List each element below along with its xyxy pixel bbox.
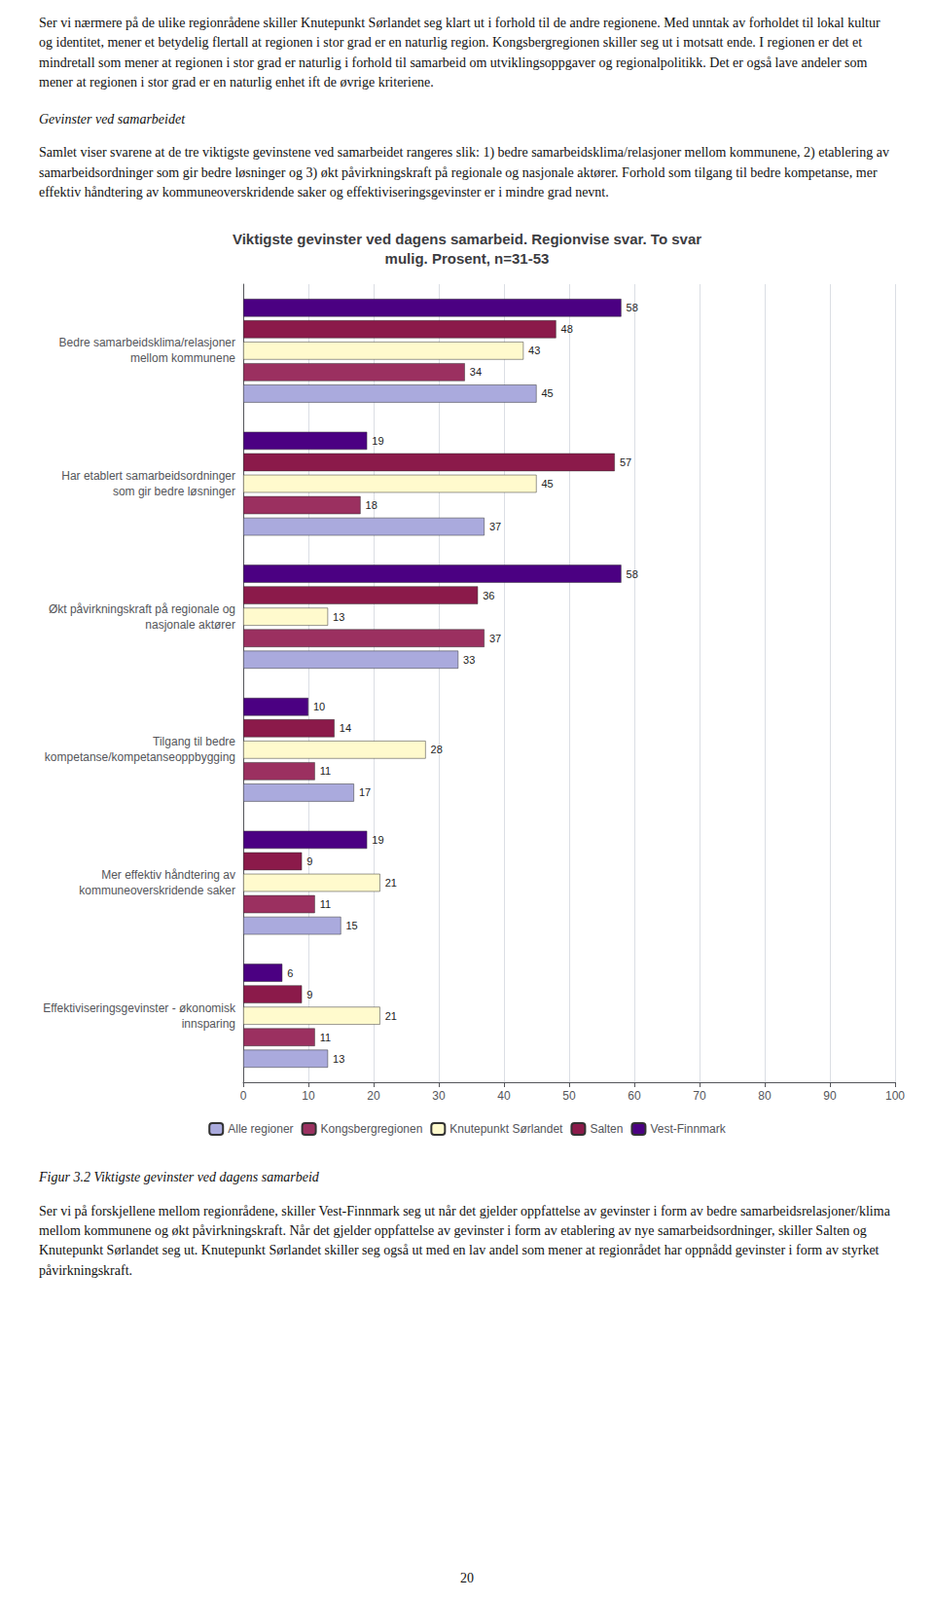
svg-text:11: 11 (320, 898, 331, 910)
svg-text:6: 6 (287, 967, 293, 979)
svg-text:60: 60 (627, 1088, 642, 1103)
svg-text:37: 37 (489, 520, 502, 533)
svg-text:70: 70 (692, 1088, 707, 1103)
html-text:Ser vi på forskjellene mellom: Ser vi på forskjellene mellom regionråde… (38, 1203, 891, 1278)
svg-text:Vest-Finnmark: Vest-Finnmark (649, 1121, 726, 1136)
html-text:Gevinster ved samarbeidet: Gevinster ved samarbeidet (38, 112, 185, 127)
svg-text:21: 21 (385, 876, 397, 889)
svg-text:mellom kommunene: mellom kommunene (130, 352, 236, 366)
svg-text:Mer effektiv håndtering av: Mer effektiv håndtering av (101, 867, 236, 882)
svg-text:18: 18 (365, 499, 378, 511)
svg-text:Tilgang til bedre: Tilgang til bedre (152, 735, 236, 750)
svg-text:15: 15 (346, 919, 359, 932)
svg-text:43: 43 (528, 345, 540, 358)
svg-text:Alle regioner: Alle regioner (227, 1121, 293, 1136)
svg-text:kompetanse/kompetanseoppbyggin: kompetanse/kompetanseoppbygging (44, 751, 236, 765)
svg-text:58: 58 (626, 568, 639, 580)
svg-text:48: 48 (561, 323, 574, 336)
svg-text:40: 40 (497, 1088, 511, 1103)
svg-text:10: 10 (313, 701, 325, 714)
svg-text:Bedre samarbeidsklima/relasjon: Bedre samarbeidsklima/relasjoner (59, 336, 236, 351)
svg-text:80: 80 (757, 1088, 772, 1103)
html-text:20: 20 (460, 1570, 474, 1585)
svg-text:20: 20 (366, 1088, 381, 1103)
svg-text:kommuneoverskridende saker: kommuneoverskridende saker (78, 883, 236, 898)
svg-text:9: 9 (306, 988, 313, 1001)
svg-text:Viktigste gevinster ved dagens: Viktigste gevinster ved dagens samarbeid… (232, 230, 702, 248)
svg-text:0: 0 (240, 1088, 248, 1103)
svg-text:Har etablert samarbeidsordning: Har etablert samarbeidsordninger (61, 468, 236, 483)
svg-text:11: 11 (320, 765, 331, 778)
svg-text:21: 21 (385, 1009, 397, 1022)
svg-text:34: 34 (469, 366, 482, 379)
html-text:Ser vi nærmere på de ulike reg: Ser vi nærmere på de ulike regionrådene … (38, 15, 881, 90)
svg-text:45: 45 (541, 477, 554, 490)
svg-text:10: 10 (301, 1088, 316, 1103)
svg-text:Kongsbergregionen: Kongsbergregionen (321, 1121, 424, 1136)
svg-text:100: 100 (885, 1088, 905, 1103)
svg-text:14: 14 (339, 722, 352, 735)
svg-text:17: 17 (359, 787, 371, 799)
html-text:Samlet viser svarene at de tre: Samlet viser svarene at de tre viktigste… (38, 145, 890, 200)
svg-text:13: 13 (332, 1052, 345, 1065)
svg-text:11: 11 (320, 1031, 331, 1043)
svg-text:9: 9 (306, 855, 313, 867)
svg-text:Salten: Salten (589, 1121, 623, 1136)
svg-text:37: 37 (489, 632, 502, 645)
svg-text:nasjonale aktører: nasjonale aktører (144, 617, 236, 632)
svg-text:19: 19 (371, 434, 384, 447)
svg-text:13: 13 (332, 610, 345, 623)
svg-text:Effektiviseringsgevinster - øk: Effektiviseringsgevinster - økonomisk (42, 1001, 237, 1015)
svg-text:Knutepunkt Sørlandet: Knutepunkt Sørlandet (449, 1121, 564, 1136)
svg-text:57: 57 (619, 456, 632, 468)
svg-text:19: 19 (371, 833, 384, 846)
svg-text:36: 36 (482, 589, 495, 602)
svg-text:som gir bedre løsninger: som gir bedre løsninger (112, 484, 236, 499)
svg-text:90: 90 (823, 1088, 837, 1103)
svg-text:45: 45 (541, 388, 554, 400)
svg-text:50: 50 (562, 1088, 576, 1103)
svg-text:58: 58 (626, 302, 639, 315)
svg-text:30: 30 (431, 1088, 446, 1103)
html-text:Figur 3.2 Viktigste gevinster: Figur 3.2 Viktigste gevinster ved dagens… (38, 1169, 320, 1185)
svg-text:Økt påvirkningskraft på region: Økt påvirkningskraft på regionale og (48, 602, 236, 616)
svg-text:innsparing: innsparing (181, 1016, 236, 1031)
svg-text:33: 33 (463, 653, 475, 666)
svg-text:28: 28 (431, 744, 443, 756)
svg-text:mulig. Prosent, n=31-53: mulig. Prosent, n=31-53 (385, 250, 550, 267)
